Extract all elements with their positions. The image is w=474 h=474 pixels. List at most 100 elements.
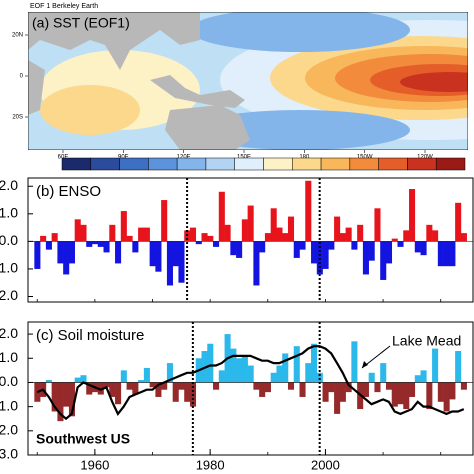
bar	[385, 382, 393, 390]
bar	[409, 189, 416, 242]
bar	[293, 241, 300, 258]
bar	[293, 346, 300, 383]
bar	[195, 241, 202, 245]
bar	[287, 216, 295, 242]
y-tick-label: -2.0	[0, 422, 18, 438]
arrowhead	[362, 361, 368, 368]
panel-title: (b) ENSO	[36, 183, 101, 200]
bar	[86, 241, 93, 247]
bar	[247, 205, 254, 242]
bar	[443, 382, 450, 412]
lon-tick-label: 60E	[58, 155, 69, 161]
bar	[299, 382, 306, 397]
bar	[426, 382, 433, 410]
bar	[126, 382, 133, 390]
bar	[259, 382, 266, 397]
bar	[172, 382, 179, 402]
lon-tick-label: 90E	[118, 155, 129, 161]
bar	[247, 365, 254, 383]
bar	[149, 241, 156, 267]
bar	[357, 224, 364, 242]
bar	[109, 382, 116, 397]
bar	[397, 241, 404, 247]
colorbar-swatch	[349, 157, 379, 171]
bar	[351, 341, 358, 383]
land	[150, 75, 245, 108]
bar	[311, 343, 318, 383]
panel: 2.0 1.0 0.0 -1.0 -2.0 (b) ENSO	[0, 177, 474, 303]
bar	[345, 227, 352, 242]
y-tick-label: 0.0	[0, 373, 18, 389]
field	[40, 85, 140, 135]
bar	[230, 348, 237, 383]
bar	[264, 382, 271, 393]
bar	[432, 348, 439, 383]
bar	[178, 241, 185, 283]
y-tick-label: 1.0	[0, 205, 18, 221]
bar	[68, 382, 75, 417]
bar	[155, 382, 162, 397]
y-tick-label: -1.0	[0, 260, 18, 276]
bar	[282, 353, 289, 383]
bar	[420, 241, 427, 256]
bar	[143, 367, 150, 383]
bar	[155, 241, 162, 272]
bar	[270, 372, 277, 383]
bar	[241, 219, 248, 242]
bar	[103, 241, 110, 253]
bar	[68, 241, 75, 264]
map-label: (a) SST (EOF1)	[32, 15, 130, 31]
bar	[97, 241, 104, 247]
bar	[74, 377, 81, 383]
colorbar-swatch	[263, 157, 293, 171]
bar	[351, 241, 358, 250]
lake-mead-line	[36, 345, 465, 421]
bar	[374, 208, 381, 242]
bar	[236, 241, 243, 258]
bar	[213, 382, 220, 390]
bar	[236, 358, 243, 383]
colorbar-swatch	[119, 157, 149, 171]
bar	[368, 241, 375, 261]
land	[165, 105, 250, 150]
land	[28, 12, 200, 70]
bar	[449, 382, 456, 400]
bar	[409, 382, 416, 397]
bar	[299, 241, 306, 250]
bar	[437, 241, 444, 267]
lat-tick-label: 20S	[12, 115, 23, 121]
bar	[207, 343, 214, 383]
bar	[80, 375, 87, 383]
bar	[322, 382, 329, 402]
y-tick-label: 1.0	[0, 349, 18, 365]
bar	[414, 375, 421, 383]
bar	[207, 235, 214, 242]
bar	[322, 241, 329, 269]
bar	[80, 224, 87, 242]
bar	[51, 382, 58, 412]
bar	[305, 180, 312, 242]
y-tick-label: -2.0	[0, 287, 18, 303]
bar	[86, 382, 93, 395]
y-tick-label: 2.0	[0, 325, 18, 341]
x-tick-label: 1960	[80, 457, 109, 472]
bar	[109, 224, 116, 242]
lon-tick-label: 120W	[417, 155, 433, 161]
bar	[115, 241, 122, 264]
bar	[120, 211, 127, 242]
bar	[138, 380, 145, 383]
bar	[57, 382, 64, 422]
bar	[443, 241, 450, 267]
bar	[391, 238, 398, 242]
bar	[259, 241, 266, 253]
bar	[403, 382, 410, 410]
colorbar-swatch	[234, 157, 264, 171]
bar	[132, 382, 139, 395]
lat-tick-label: 20N	[12, 33, 23, 39]
lon-tick-label: 120E	[177, 155, 191, 161]
colorbar-swatch	[61, 157, 92, 171]
bar	[115, 382, 122, 405]
panel-title: (c) Soil moisture	[36, 327, 144, 344]
bar	[287, 382, 295, 390]
lat-tick-label: 0	[20, 74, 24, 80]
